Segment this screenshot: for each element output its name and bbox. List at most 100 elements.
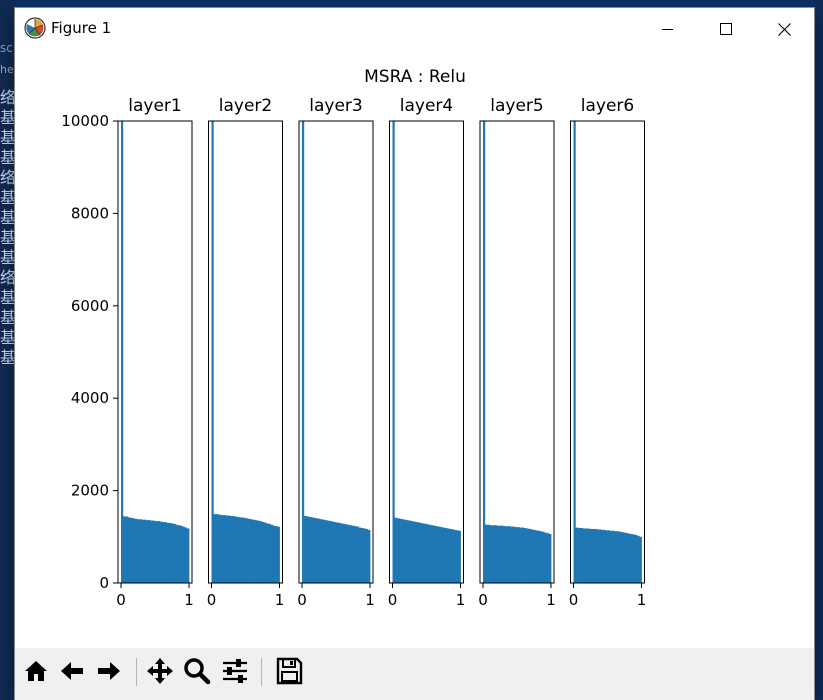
histogram-bar bbox=[324, 520, 328, 583]
x-tick-label: 0 bbox=[569, 591, 579, 609]
histogram-bar bbox=[263, 522, 267, 583]
histogram-bar bbox=[598, 529, 602, 583]
histogram-bar bbox=[618, 531, 622, 583]
histogram-bar bbox=[596, 529, 599, 583]
histogram-bar bbox=[621, 532, 624, 583]
x-tick-label: 1 bbox=[275, 591, 285, 609]
histogram-bar bbox=[168, 522, 172, 583]
close-button[interactable] bbox=[761, 8, 807, 50]
histogram-bar bbox=[625, 533, 629, 583]
histogram-bar bbox=[166, 522, 169, 583]
histogram-bar bbox=[487, 524, 491, 583]
histogram-bar bbox=[578, 528, 581, 583]
histogram-bar bbox=[492, 525, 495, 583]
background-editor-char: 基 bbox=[0, 148, 17, 167]
save-button[interactable] bbox=[272, 654, 306, 688]
histogram-bar bbox=[417, 522, 421, 583]
histogram-bar bbox=[526, 528, 529, 583]
histogram-bar bbox=[308, 516, 312, 583]
histogram-bar bbox=[636, 535, 640, 583]
background-editor-char: 基 bbox=[0, 348, 17, 367]
histogram-bar bbox=[505, 526, 509, 583]
window-title: Figure 1 bbox=[51, 19, 112, 37]
histogram-bar bbox=[415, 522, 418, 583]
histogram-bar bbox=[132, 518, 135, 583]
histogram-bar bbox=[485, 524, 488, 583]
toolbar-separator bbox=[136, 658, 137, 686]
home-button[interactable] bbox=[19, 654, 53, 688]
histogram-bar bbox=[630, 534, 633, 583]
zoom-button[interactable] bbox=[180, 654, 214, 688]
background-editor-char: 基 bbox=[0, 308, 17, 327]
histogram-bar bbox=[236, 516, 240, 583]
forward-button[interactable] bbox=[92, 654, 126, 688]
figure-canvas[interactable]: MSRA : Relu layer1 0 1 0 2000 4000 6000 8000 100… bbox=[15, 50, 814, 648]
subplot-layer2: layer2 0 1 bbox=[207, 96, 285, 609]
subplot-title: layer6 bbox=[581, 96, 634, 116]
x-tick-label: 1 bbox=[184, 591, 194, 609]
histogram-bar bbox=[367, 529, 371, 583]
histogram-bar bbox=[580, 528, 583, 583]
histogram-bar bbox=[227, 515, 231, 583]
histogram-bar bbox=[451, 529, 455, 583]
histogram-bar bbox=[523, 528, 527, 583]
histogram-bar bbox=[530, 529, 534, 583]
histogram-bar bbox=[254, 520, 258, 583]
histogram-bar bbox=[184, 527, 188, 583]
histogram-bar bbox=[394, 517, 398, 583]
subplot-title: layer2 bbox=[219, 96, 272, 116]
histogram-bar bbox=[539, 531, 543, 583]
subplot-frame bbox=[389, 120, 464, 584]
subplot-title: layer4 bbox=[400, 96, 453, 116]
histogram-bar bbox=[433, 525, 436, 583]
histogram-spike-bar bbox=[483, 121, 486, 583]
back-button[interactable] bbox=[55, 654, 89, 688]
histogram-bar bbox=[449, 528, 452, 583]
histogram-bar bbox=[437, 526, 441, 583]
background-editor-char: 基 bbox=[0, 108, 17, 127]
histogram-bar bbox=[587, 528, 590, 583]
y-tick-label: 8000 bbox=[71, 204, 109, 222]
histogram-bar bbox=[496, 525, 500, 583]
histogram-bar bbox=[426, 524, 430, 583]
histogram-bar bbox=[483, 524, 486, 583]
background-editor-char: 基 bbox=[0, 288, 17, 307]
histogram-bar bbox=[247, 518, 251, 583]
subplots-button[interactable] bbox=[218, 654, 252, 688]
histogram-bar bbox=[514, 527, 518, 583]
histogram-bar bbox=[313, 517, 316, 583]
histogram-bar bbox=[345, 524, 348, 583]
histogram-bar bbox=[503, 526, 507, 583]
histogram-bar bbox=[326, 520, 330, 583]
histogram-bar bbox=[134, 518, 138, 583]
subplot-frame bbox=[479, 120, 555, 584]
pan-icon bbox=[147, 658, 173, 684]
x-tick-label: 0 bbox=[207, 591, 217, 609]
histogram-bar bbox=[356, 526, 360, 583]
histogram-bar bbox=[517, 527, 520, 583]
histogram-bar bbox=[213, 514, 217, 583]
minimize-button[interactable] bbox=[645, 8, 691, 50]
title-bar[interactable]: Figure 1 bbox=[15, 8, 814, 50]
pan-button[interactable] bbox=[143, 654, 177, 688]
histogram-bar bbox=[259, 521, 262, 583]
histogram-bar bbox=[179, 525, 183, 583]
histogram-bar bbox=[392, 517, 396, 583]
x-tick-label: 1 bbox=[546, 591, 556, 609]
histogram-bar bbox=[616, 531, 620, 583]
background-editor-char: 基 bbox=[0, 248, 17, 267]
histogram-bar bbox=[406, 520, 409, 583]
histogram-bar bbox=[424, 523, 427, 583]
histogram-bar bbox=[612, 530, 615, 583]
y-tick-label: 6000 bbox=[71, 297, 109, 315]
histogram-bar bbox=[455, 530, 459, 583]
maximize-button[interactable] bbox=[703, 8, 749, 50]
y-tick-label: 0 bbox=[99, 574, 109, 592]
subplot-layer1: layer1 0 1 0 2000 4000 6000 8000 10000 bbox=[61, 96, 193, 609]
histogram-bar bbox=[218, 514, 221, 583]
histogram-spike-bar bbox=[211, 121, 214, 583]
background-editor-char: 基 bbox=[0, 208, 17, 227]
histogram-bar bbox=[268, 523, 271, 583]
histogram-bar bbox=[351, 525, 355, 583]
histogram-bar bbox=[440, 527, 443, 583]
